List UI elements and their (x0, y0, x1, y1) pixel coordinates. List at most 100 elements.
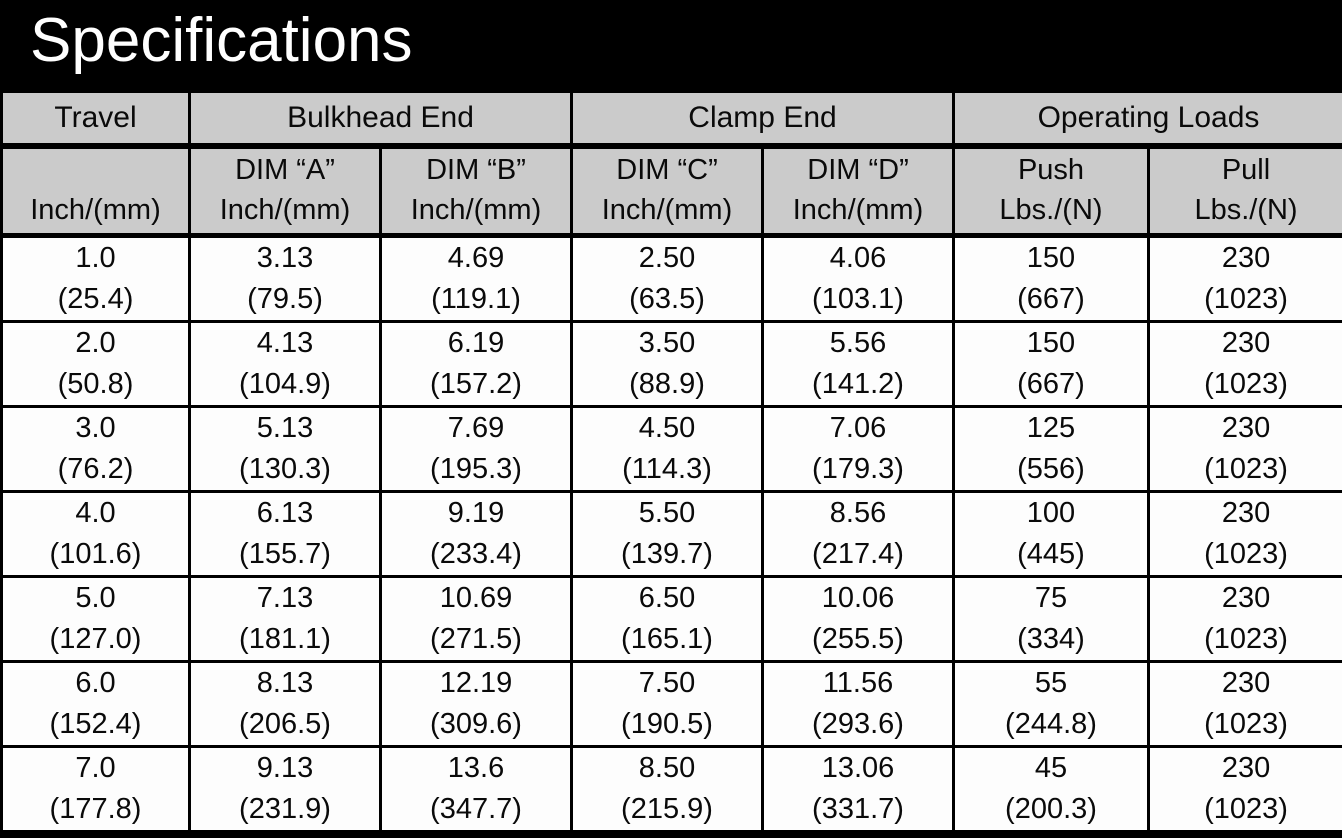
cell-dim-d: 5.56 (141.2) (761, 320, 955, 408)
cell-dim-b: 7.69 (195.3) (379, 405, 573, 493)
cell-travel: 5.0 (127.0) (0, 575, 191, 663)
value-inch: 8.50 (638, 752, 696, 784)
column-header-dim-d-label: DIM “D” (807, 154, 909, 186)
cell-travel: 4.0 (101.6) (0, 490, 191, 578)
value-metric: (141.2) (812, 368, 904, 400)
value-metric: (215.9) (621, 793, 713, 825)
cell-dim-a: 3.13 (79.5) (188, 234, 382, 323)
value-inch: 11.56 (822, 667, 894, 699)
value-inch: 230 (1221, 327, 1271, 359)
value-metric: (127.0) (49, 623, 142, 655)
value-inch: 230 (1221, 242, 1271, 274)
value-metric: (190.5) (621, 708, 713, 740)
cell-dim-a: 7.13 (181.1) (188, 575, 382, 663)
value-metric: (50.8) (57, 368, 134, 400)
value-inch: 150 (1026, 242, 1076, 274)
value-inch: 10.69 (439, 582, 513, 614)
column-header-pull-units: Lbs./(N) (1194, 194, 1298, 226)
column-header-push-units: Lbs./(N) (999, 194, 1103, 226)
value-inch: 7.0 (75, 752, 116, 784)
value-metric: (101.6) (49, 538, 142, 570)
table-row: 3.0 (76.2) 5.13 (130.3) 7.69 (195.3) 4.50 (114.… (0, 405, 1342, 493)
value-metric: (25.4) (57, 283, 134, 315)
cell-dim-d: 11.56 (293.6) (761, 660, 955, 748)
value-inch: 8.56 (829, 497, 887, 529)
column-header-push: Push Lbs./(N) (952, 144, 1150, 238)
table-body: 1.0 (25.4) 3.13 (79.5) 4.69 (119.1) 2.50 (63.5)… (0, 234, 1342, 836)
cell-dim-b: 10.69 (271.5) (379, 575, 573, 663)
table-row: 4.0 (101.6) 6.13 (155.7) 9.19 (233.4) 5.50 (139… (0, 490, 1342, 578)
group-header-row: Travel Bulkhead End Clamp End Operating … (0, 88, 1342, 149)
cell-push: 55 (244.8) (952, 660, 1150, 748)
column-header-dim-c-label: DIM “C” (616, 154, 718, 186)
value-inch: 4.06 (829, 242, 887, 274)
value-metric: (114.3) (622, 453, 712, 485)
value-inch: 100 (1026, 497, 1076, 529)
cell-dim-d: 8.56 (217.4) (761, 490, 955, 578)
column-header-dim-a: DIM “A” Inch/(mm) (188, 144, 382, 238)
value-metric: (130.3) (239, 453, 331, 485)
table-row: 6.0 (152.4) 8.13 (206.5) 12.19 (309.6) 7.50 (19… (0, 660, 1342, 748)
column-header-dim-d-units: Inch/(mm) (792, 194, 924, 226)
value-inch: 6.50 (638, 582, 696, 614)
title-bar: Specifications (0, 0, 1342, 88)
value-inch: 4.50 (638, 412, 696, 444)
cell-dim-d: 7.06 (179.3) (761, 405, 955, 493)
value-inch: 125 (1026, 412, 1076, 444)
value-metric: (88.9) (629, 368, 705, 400)
column-header-dim-b-label: DIM “B” (426, 154, 526, 186)
value-inch: 55 (1034, 667, 1068, 699)
column-header-dim-b-units: Inch/(mm) (410, 194, 542, 226)
cell-dim-c: 7.50 (190.5) (570, 660, 764, 748)
value-metric: (667) (1017, 368, 1085, 400)
value-metric: (179.3) (812, 453, 904, 485)
value-inch: 5.13 (256, 412, 314, 444)
value-inch: 6.13 (256, 497, 314, 529)
cell-travel: 1.0 (25.4) (0, 234, 191, 323)
column-header-dim-a-label: DIM “A” (235, 154, 335, 186)
value-metric: (231.9) (239, 793, 331, 825)
value-metric: (1023) (1204, 538, 1288, 570)
column-header-travel-line1 (5, 155, 187, 185)
value-metric: (195.3) (430, 453, 522, 485)
cell-dim-b: 12.19 (309.6) (379, 660, 573, 748)
value-inch: 10.06 (821, 582, 895, 614)
value-inch: 9.13 (256, 752, 314, 784)
cell-dim-b: 4.69 (119.1) (379, 234, 573, 323)
cell-dim-c: 3.50 (88.9) (570, 320, 764, 408)
cell-travel: 6.0 (152.4) (0, 660, 191, 748)
value-inch: 4.69 (447, 242, 505, 274)
cell-pull: 230 (1023) (1146, 745, 1342, 836)
value-inch: 3.13 (256, 242, 314, 274)
value-inch: 7.50 (638, 667, 696, 699)
column-header-travel: Inch/(mm) (0, 144, 191, 238)
table-row: 5.0 (127.0) 7.13 (181.1) 10.69 (271.5) 6.50 (16… (0, 575, 1342, 663)
value-metric: (331.7) (812, 793, 904, 825)
value-inch: 13.06 (821, 752, 895, 784)
value-inch: 3.50 (638, 327, 696, 359)
cell-dim-b: 13.6 (347.7) (379, 745, 573, 836)
value-metric: (181.1) (239, 623, 331, 655)
value-inch: 3.0 (75, 412, 116, 444)
group-header-operating-loads: Operating Loads (951, 88, 1342, 149)
value-metric: (1023) (1204, 793, 1288, 825)
value-metric: (63.5) (629, 283, 705, 315)
value-metric: (556) (1017, 453, 1085, 485)
value-metric: (103.1) (812, 283, 904, 315)
cell-pull: 230 (1023) (1146, 490, 1342, 578)
cell-pull: 230 (1023) (1146, 660, 1342, 748)
value-inch: 75 (1034, 582, 1068, 614)
value-metric: (1023) (1204, 623, 1288, 655)
table-row: 1.0 (25.4) 3.13 (79.5) 4.69 (119.1) 2.50 (63.5)… (0, 234, 1342, 323)
cell-dim-c: 8.50 (215.9) (570, 745, 764, 836)
value-metric: (233.4) (430, 538, 522, 570)
cell-dim-b: 6.19 (157.2) (379, 320, 573, 408)
cell-push: 75 (334) (952, 575, 1150, 663)
column-header-row: Inch/(mm) DIM “A” Inch/(mm) DIM “B” Inch… (0, 144, 1342, 238)
group-header-clamp-end: Clamp End (570, 88, 955, 149)
value-metric: (309.6) (430, 708, 522, 740)
cell-dim-d: 13.06 (331.7) (761, 745, 955, 836)
cell-push: 125 (556) (952, 405, 1150, 493)
column-header-dim-d: DIM “D” Inch/(mm) (761, 144, 955, 238)
